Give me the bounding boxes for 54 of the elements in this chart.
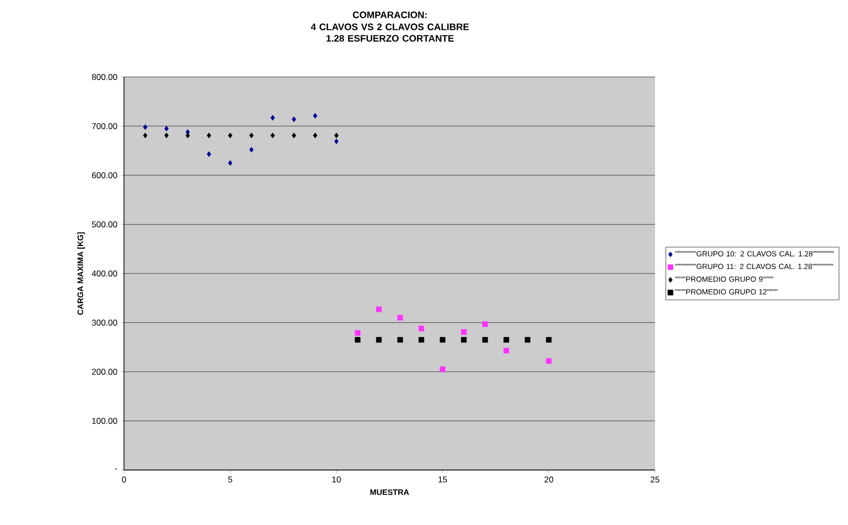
point [376,306,382,312]
x-tick-label: 25 [650,476,660,483]
y-tick-label: 700.00 [92,123,118,130]
x-tick-label: 15 [438,476,447,482]
point [228,132,232,138]
point [164,126,169,132]
point [164,132,169,138]
point [397,337,403,343]
y-tick-label: 400.00 [92,270,118,276]
point [354,337,360,343]
point [504,337,510,343]
point [440,366,446,372]
point [228,160,232,166]
point [206,151,212,157]
x-tick-label: 5 [228,476,232,482]
point [504,348,510,354]
point [461,337,467,343]
point [482,321,488,327]
point [418,326,424,332]
point [143,132,148,138]
chart-title: COMPARACION: [352,12,427,18]
x-tick-label: 0 [122,476,126,483]
point [440,337,446,343]
y-tick-label: 200.00 [92,368,118,375]
point [313,132,318,138]
y-tick-label: 800.00 [92,74,118,80]
point [249,146,254,153]
point [206,132,212,138]
y-tick-label: 600.00 [92,172,118,178]
point [270,132,275,138]
point [376,337,382,343]
y-tick-label: 100.00 [92,418,118,424]
point [186,132,190,138]
y-tick-label: - [115,468,118,470]
point [482,337,488,343]
point [397,314,403,321]
chart-subtitle: 4 CLAVOS VS 2 CLAVOS CALIBRE 1.28 ESFUERZO CORTANTE [310,24,469,42]
point [313,113,318,119]
point [524,337,530,343]
x-tick-label: 10 [332,476,341,483]
point [334,132,339,138]
point [292,132,296,138]
point [418,337,424,343]
x-tick-label: 20 [544,476,554,483]
point [334,138,339,144]
y-tick-label: 300.00 [92,320,118,326]
point [461,329,467,335]
point [249,132,254,138]
point [546,337,552,343]
y-tick-label: 500.00 [92,221,118,228]
point [143,124,148,130]
point [546,358,552,364]
point [292,116,296,122]
point [354,330,360,336]
